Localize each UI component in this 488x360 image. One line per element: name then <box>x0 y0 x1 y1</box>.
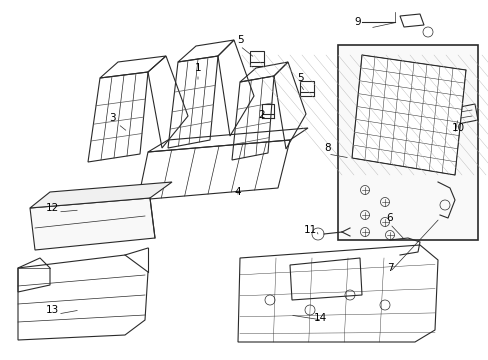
Text: 9: 9 <box>354 17 361 27</box>
Text: 2: 2 <box>258 110 265 120</box>
Bar <box>337 45 477 240</box>
Text: 5: 5 <box>296 73 303 83</box>
Polygon shape <box>30 182 172 208</box>
Text: 7: 7 <box>386 263 392 273</box>
Text: 3: 3 <box>108 113 115 123</box>
Text: 6: 6 <box>386 213 392 223</box>
Text: 14: 14 <box>313 313 326 323</box>
Text: 12: 12 <box>45 203 59 213</box>
Text: 8: 8 <box>324 143 331 153</box>
Text: 1: 1 <box>194 63 201 73</box>
Text: 10: 10 <box>450 123 464 133</box>
Text: 4: 4 <box>234 187 241 197</box>
Text: 11: 11 <box>303 225 316 235</box>
Text: 5: 5 <box>236 35 243 45</box>
Text: 13: 13 <box>45 305 59 315</box>
Polygon shape <box>351 55 465 175</box>
Polygon shape <box>30 198 155 250</box>
